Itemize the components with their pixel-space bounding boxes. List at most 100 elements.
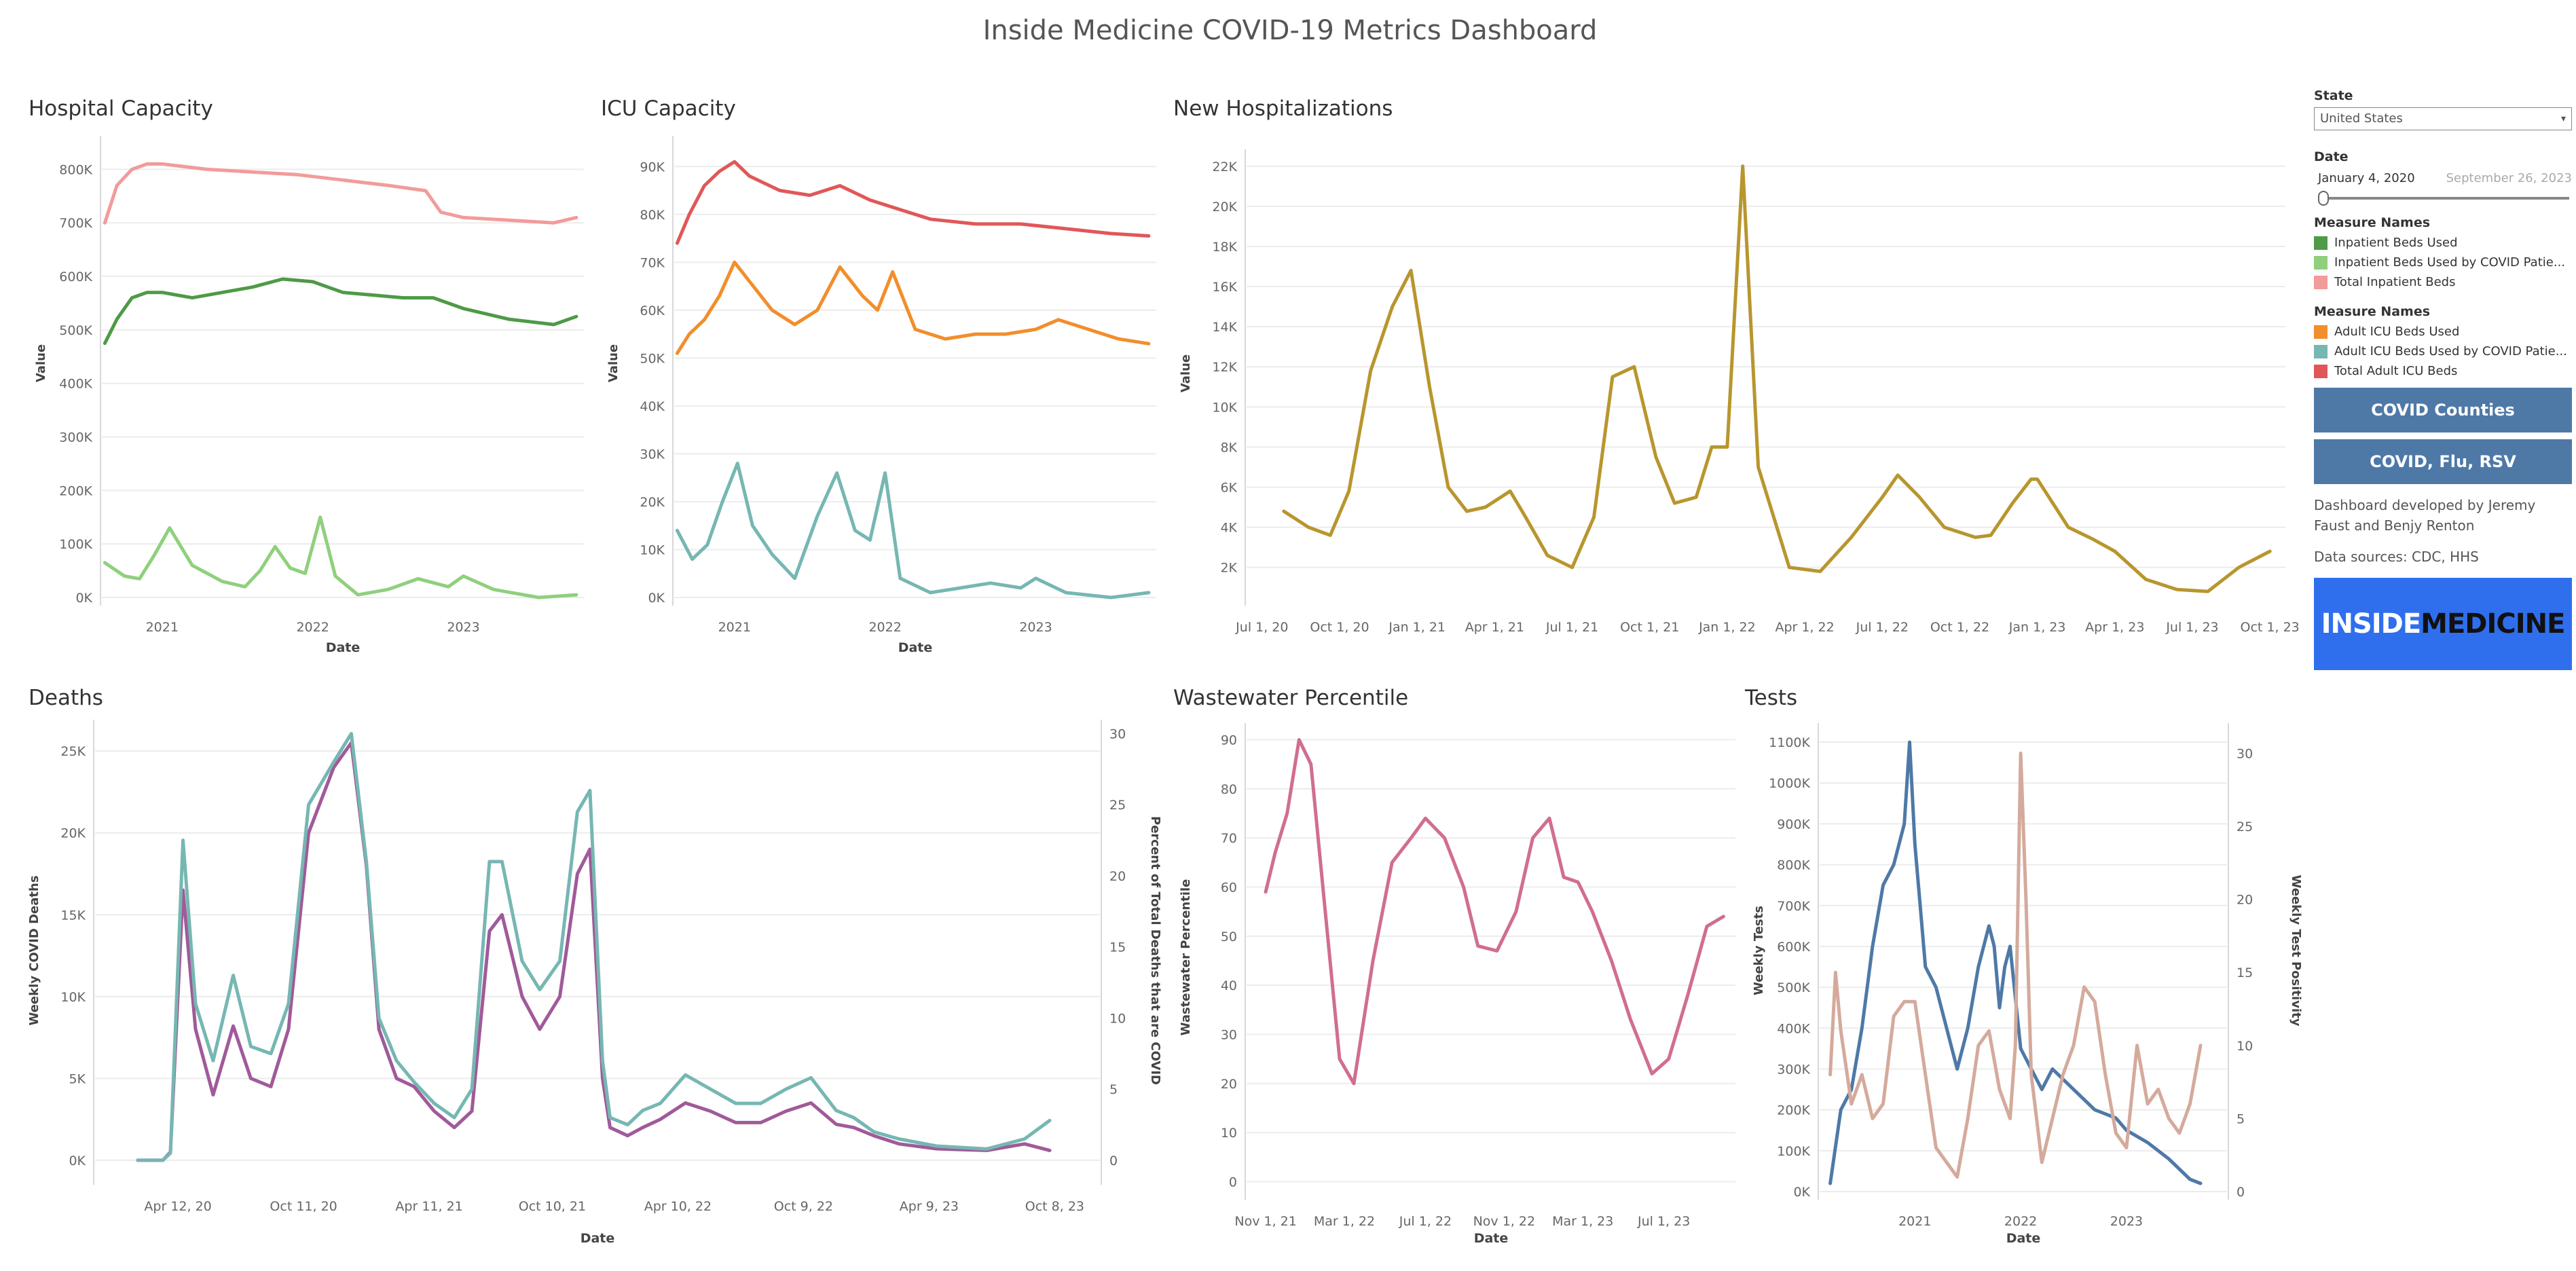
- x-tick-label: 2023: [1019, 620, 1052, 635]
- date-end: September 26, 2023: [2446, 171, 2572, 185]
- y2-axis-label: Weekly Test Positivity: [2289, 875, 2303, 1027]
- y-tick-label: 25K: [60, 744, 86, 759]
- legend-label: Total Inpatient Beds: [2334, 275, 2456, 289]
- y-tick-label: 300K: [1777, 1062, 1810, 1077]
- x-tick-label: Nov 1, 21: [1234, 1214, 1296, 1229]
- x-tick-label: Jul 1, 23: [1637, 1214, 1690, 1229]
- date-slider[interactable]: [2314, 189, 2572, 206]
- y-tick-label: 5K: [69, 1071, 86, 1086]
- inside-medicine-logo[interactable]: INSIDE MEDICINE: [2314, 578, 2572, 670]
- x-tick-label: Jul 1, 20: [1235, 620, 1288, 635]
- y-tick-label: 600K: [1777, 940, 1810, 955]
- x-axis-label: Date: [2006, 1231, 2041, 1246]
- y-tick-label: 10K: [640, 542, 665, 557]
- x-tick-label: Mar 1, 23: [1552, 1214, 1613, 1229]
- y-tick-label: 80K: [640, 208, 665, 223]
- legend-icu-item[interactable]: Adult ICU Beds Used by COVID Patie...: [2314, 344, 2572, 358]
- x-tick-label: Jul 1, 22: [1856, 620, 1909, 635]
- y2-tick-label: 25: [2237, 819, 2253, 834]
- y-tick-label: 20K: [60, 826, 86, 841]
- x-tick-label: Apr 9, 23: [900, 1199, 959, 1214]
- y2-axis-label: Percent of Total Deaths that are COVID: [1148, 816, 1162, 1085]
- y2-tick-label: 20: [2237, 893, 2253, 908]
- new-hospitalizations-title: New Hospitalizations: [1173, 96, 1393, 121]
- date-label: Date: [2314, 149, 2349, 164]
- y-tick-label: 15K: [60, 908, 86, 923]
- y-tick-label: 500K: [59, 323, 92, 338]
- x-tick-label: Oct 1, 23: [2241, 620, 2300, 635]
- x-tick-label: Apr 1, 21: [1465, 620, 1524, 635]
- y2-tick-label: 5: [1109, 1082, 1118, 1097]
- x-tick-label: 2021: [146, 620, 179, 635]
- x-tick-label: 2022: [296, 620, 329, 635]
- x-tick-label: 2022: [868, 620, 901, 635]
- legend-icu-item[interactable]: Adult ICU Beds Used: [2314, 325, 2572, 339]
- y-tick-label: 0K: [1793, 1185, 1810, 1200]
- series-line: [1282, 164, 2272, 593]
- series-line: [1828, 751, 2203, 1179]
- x-axis-label: Date: [326, 640, 361, 655]
- legend-label: Adult ICU Beds Used: [2334, 325, 2460, 339]
- y-axis-label: Wastewater Percentile: [1179, 879, 1193, 1036]
- icu-capacity-chart[interactable]: 0K 10K 20K 30K 40K 50K 60K 70K 80K 90K 2021 2022 202…: [600, 129, 1170, 672]
- y-tick-label: 10K: [1212, 400, 1237, 415]
- y-axis-label: Weekly Tests: [1752, 906, 1766, 995]
- covid-counties-button[interactable]: COVID Counties: [2314, 388, 2572, 432]
- state-value: United States: [2320, 111, 2403, 126]
- y-tick-label: 20K: [640, 495, 665, 510]
- y2-tick-label: 5: [2237, 1111, 2245, 1126]
- y-tick-label: 70K: [640, 255, 665, 270]
- legend-hospital-item[interactable]: Inpatient Beds Used by COVID Patie...: [2314, 255, 2572, 270]
- legend-label: Inpatient Beds Used: [2334, 236, 2458, 250]
- x-tick-label: Oct 10, 21: [519, 1199, 586, 1214]
- x-tick-label: Apr 1, 23: [2085, 620, 2144, 635]
- legend-swatch: [2314, 364, 2327, 378]
- legend-hospital-item[interactable]: Inpatient Beds Used: [2314, 236, 2572, 250]
- y-tick-label: 6K: [1220, 481, 1237, 496]
- y-tick-label: 700K: [1777, 899, 1810, 914]
- x-tick-label: Jul 1, 23: [2165, 620, 2218, 635]
- date-range: January 4, 2020 September 26, 2023: [2314, 171, 2572, 185]
- hospital-capacity-chart[interactable]: 0K 100K 200K 300K 400K 500K 600K 700K 800K 2021 20…: [27, 129, 597, 672]
- legend-swatch: [2314, 255, 2327, 270]
- covid-flu-rsv-button[interactable]: COVID, Flu, RSV: [2314, 439, 2572, 484]
- x-axis-label: Date: [898, 640, 933, 655]
- icu-capacity-title: ICU Capacity: [601, 96, 736, 121]
- legend-label: Adult ICU Beds Used by COVID Patie...: [2334, 344, 2567, 358]
- y-tick-label: 40: [1221, 978, 1237, 993]
- y-tick-label: 0K: [648, 591, 665, 606]
- sources-text: Data sources: CDC, HHS: [2314, 549, 2479, 565]
- wastewater-chart[interactable]: 0 10 20 30 40 50 60 70 80 90 Nov 1, 21 Mar 1, 22 Jul…: [1172, 713, 1749, 1266]
- y-tick-label: 20K: [1212, 200, 1237, 215]
- y2-tick-label: 20: [1109, 869, 1126, 884]
- y-tick-label: 20: [1221, 1077, 1237, 1092]
- slider-track: [2319, 197, 2569, 200]
- legend-hospital-item[interactable]: Total Inpatient Beds: [2314, 275, 2572, 289]
- state-dropdown[interactable]: United States ▾: [2314, 107, 2572, 130]
- y-tick-label: 10K: [60, 990, 86, 1005]
- y-tick-label: 600K: [59, 270, 92, 284]
- x-tick-label: 2023: [447, 620, 479, 635]
- y2-tick-label: 10: [1109, 1011, 1126, 1026]
- y-tick-label: 60K: [640, 303, 665, 318]
- x-tick-label: 2021: [718, 620, 751, 635]
- x-tick-label: Oct 1, 21: [1620, 620, 1679, 635]
- y-tick-label: 2K: [1220, 561, 1237, 576]
- y-tick-label: 500K: [1777, 980, 1810, 995]
- y-tick-label: 80: [1221, 782, 1237, 797]
- dashboard-title: Inside Medicine COVID-19 Metrics Dashboa…: [982, 15, 1598, 46]
- y-tick-label: 0K: [75, 591, 92, 606]
- y-tick-label: 200K: [1777, 1103, 1810, 1118]
- x-tick-label: Oct 11, 20: [270, 1199, 337, 1214]
- y-tick-label: 200K: [59, 483, 92, 498]
- legend2-title: Measure Names: [2314, 304, 2431, 319]
- legend-icu-item[interactable]: Total Adult ICU Beds: [2314, 364, 2572, 378]
- legend-swatch: [2314, 325, 2327, 339]
- tests-chart[interactable]: 0K 100K 200K 300K 400K 500K 600K 700K 800K 900K 10…: [1745, 713, 2308, 1266]
- new-hospitalizations-chart[interactable]: 2K 4K 6K 8K 10K 12K 14K 16K 18K 20K 22K Jul 1, 20 Oc…: [1172, 129, 2306, 665]
- slider-handle[interactable]: [2318, 191, 2329, 206]
- deaths-chart[interactable]: 0K 5K 10K 15K 20K 25K Apr 12, 20 Oct 11, 20 Apr …: [20, 713, 1168, 1266]
- y-axis-label: Value: [34, 344, 48, 382]
- y-tick-label: 100K: [1777, 1144, 1810, 1159]
